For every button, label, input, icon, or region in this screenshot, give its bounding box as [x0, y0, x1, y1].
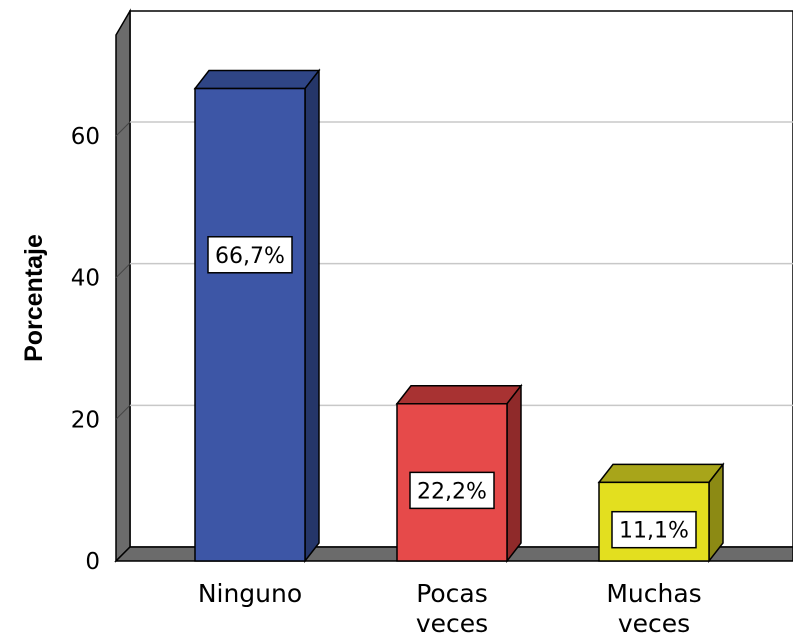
- bar-top-2: [395, 385, 523, 405]
- gridline-side-40: [115, 263, 131, 279]
- side-wall: [115, 8, 131, 563]
- bar-top-3: [597, 463, 725, 484]
- y-tick-label-0: 0: [85, 549, 100, 575]
- gridline-side-60: [115, 121, 131, 137]
- bar-side-2: [506, 383, 522, 564]
- bar-top-1: [193, 69, 321, 90]
- y-tick-label-40: 40: [71, 266, 100, 292]
- bar-2: 22,2%: [395, 383, 523, 564]
- bar-1: 66,7%: [193, 68, 321, 564]
- gridline-side-20: [115, 404, 131, 420]
- data-label-box: [409, 471, 495, 510]
- data-label-1: 66,7%: [207, 236, 293, 274]
- data-label-box: [207, 236, 293, 274]
- category-label-3-line-2: veces: [618, 609, 690, 638]
- y-axis-ticks: 0 20 40 60: [71, 124, 100, 575]
- bar-side-3: [708, 462, 724, 564]
- y-tick-label-60: 60: [71, 124, 100, 150]
- data-label-text: 11,1%: [619, 519, 689, 544]
- bar-side-1: [304, 68, 320, 564]
- data-label-text: 66,7%: [215, 244, 285, 269]
- data-label-2: 22,2%: [409, 471, 495, 510]
- data-label-box: [611, 510, 697, 549]
- category-label-2-line-2: veces: [416, 609, 488, 638]
- y-axis-title: Porcentaje: [20, 234, 48, 362]
- bar-3: 11,1%: [597, 462, 725, 564]
- bars: 66,7% 22,2% 11,1%: [193, 68, 725, 564]
- category-label-1: Ninguno: [198, 579, 302, 608]
- data-label-text: 22,2%: [417, 479, 487, 504]
- category-label-2-line-1: Pocas: [416, 579, 488, 608]
- category-label-3-line-1: Muchas: [606, 579, 701, 608]
- data-label-3: 11,1%: [611, 510, 697, 549]
- y-tick-label-20: 20: [71, 407, 100, 433]
- bar-front-1: [194, 87, 306, 562]
